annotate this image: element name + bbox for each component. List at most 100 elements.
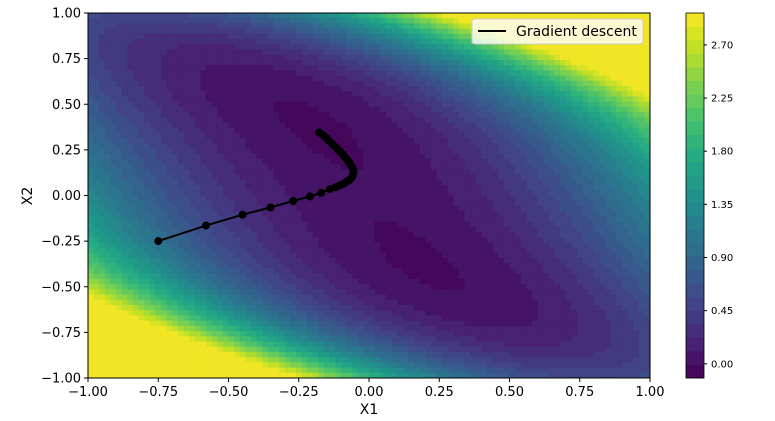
contour-cell	[413, 247, 421, 254]
contour-cell	[284, 216, 291, 223]
contour-cell	[222, 54, 230, 61]
contour-cell	[127, 179, 134, 186]
contour-cell	[189, 268, 196, 275]
contour-cell	[116, 117, 123, 124]
contour-cell	[121, 200, 128, 207]
contour-cell	[453, 117, 460, 124]
contour-cell	[453, 13, 460, 19]
contour-cell	[301, 49, 308, 56]
contour-cell	[273, 169, 280, 176]
contour-cell	[436, 268, 443, 275]
contour-cell	[458, 179, 466, 186]
contour-cell	[206, 54, 213, 61]
contour-cell	[357, 211, 364, 217]
contour-cell	[531, 195, 539, 202]
contour-cell	[537, 169, 544, 176]
contour-cell	[565, 148, 572, 155]
contour-cell	[571, 106, 578, 113]
contour-cell	[149, 18, 157, 25]
contour-cell	[116, 159, 123, 165]
contour-cell	[571, 86, 578, 92]
contour-cell	[127, 117, 134, 124]
contour-cell	[110, 96, 117, 103]
contour-cell	[206, 242, 213, 249]
contour-cell	[413, 258, 421, 264]
contour-cell	[605, 226, 612, 233]
contour-cell	[88, 247, 95, 254]
contour-cell	[149, 122, 157, 129]
contour-cell	[475, 185, 482, 191]
contour-cell	[194, 164, 201, 171]
contour-cell	[357, 106, 364, 113]
contour-cell	[548, 132, 556, 139]
contour-cell	[346, 226, 353, 233]
contour-cell	[279, 263, 286, 270]
contour-cell	[588, 263, 595, 270]
contour-cell	[189, 117, 196, 124]
contour-cell	[329, 190, 336, 197]
contour-cell	[616, 132, 623, 139]
contour-cell	[458, 252, 466, 259]
contour-cell	[262, 132, 269, 139]
contour-cell	[487, 190, 494, 197]
contour-cell	[262, 211, 269, 217]
contour-cell	[453, 216, 460, 223]
contour-cell	[211, 232, 218, 238]
contour-cell	[189, 65, 196, 71]
contour-cell	[132, 106, 140, 113]
contour-cell	[588, 101, 595, 108]
contour-cell	[290, 205, 297, 212]
contour-cell	[273, 148, 280, 155]
contour-cell	[312, 263, 320, 270]
contour-cell	[161, 13, 168, 19]
contour-cell	[284, 39, 291, 45]
contour-cell	[290, 153, 297, 160]
contour-cell	[155, 28, 162, 35]
contour-cell	[222, 185, 230, 191]
contour-cell	[430, 174, 438, 181]
contour-cell	[605, 232, 612, 238]
contour-cell	[183, 33, 190, 40]
contour-cell	[206, 70, 213, 77]
contour-cell	[413, 18, 421, 25]
contour-cell	[144, 205, 151, 212]
contour-cell	[520, 86, 527, 92]
contour-cell	[166, 112, 173, 118]
contour-cell	[391, 153, 398, 160]
contour-cell	[385, 59, 393, 66]
contour-cell	[605, 258, 612, 264]
contour-cell	[346, 96, 353, 103]
contour-cell	[425, 91, 432, 98]
contour-cell	[183, 127, 190, 134]
contour-cell	[554, 153, 561, 160]
contour-cell	[470, 164, 477, 171]
contour-cell	[189, 86, 196, 92]
contour-cell	[110, 190, 117, 197]
contour-cell	[430, 91, 438, 98]
contour-cell	[430, 200, 438, 207]
contour-cell	[627, 101, 634, 108]
contour-cell	[487, 49, 494, 56]
contour-cell	[352, 205, 359, 212]
contour-cell	[470, 247, 477, 254]
contour-cell	[363, 122, 370, 129]
contour-cell	[442, 13, 449, 19]
contour-cell	[228, 247, 235, 254]
contour-cell	[121, 80, 128, 87]
contour-cell	[161, 28, 168, 35]
contour-cell	[638, 96, 645, 103]
contour-cell	[155, 33, 162, 40]
contour-cell	[408, 70, 415, 77]
contour-cell	[262, 268, 269, 275]
contour-cell	[149, 106, 157, 113]
contour-cell	[295, 132, 303, 139]
contour-cell	[430, 44, 438, 51]
contour-cell	[503, 13, 511, 19]
contour-cell	[267, 221, 275, 228]
contour-cell	[363, 164, 370, 171]
contour-cell	[99, 148, 106, 155]
contour-cell	[571, 59, 578, 66]
contour-cell	[498, 138, 505, 144]
contour-cell	[93, 148, 100, 155]
contour-cell	[453, 247, 460, 254]
